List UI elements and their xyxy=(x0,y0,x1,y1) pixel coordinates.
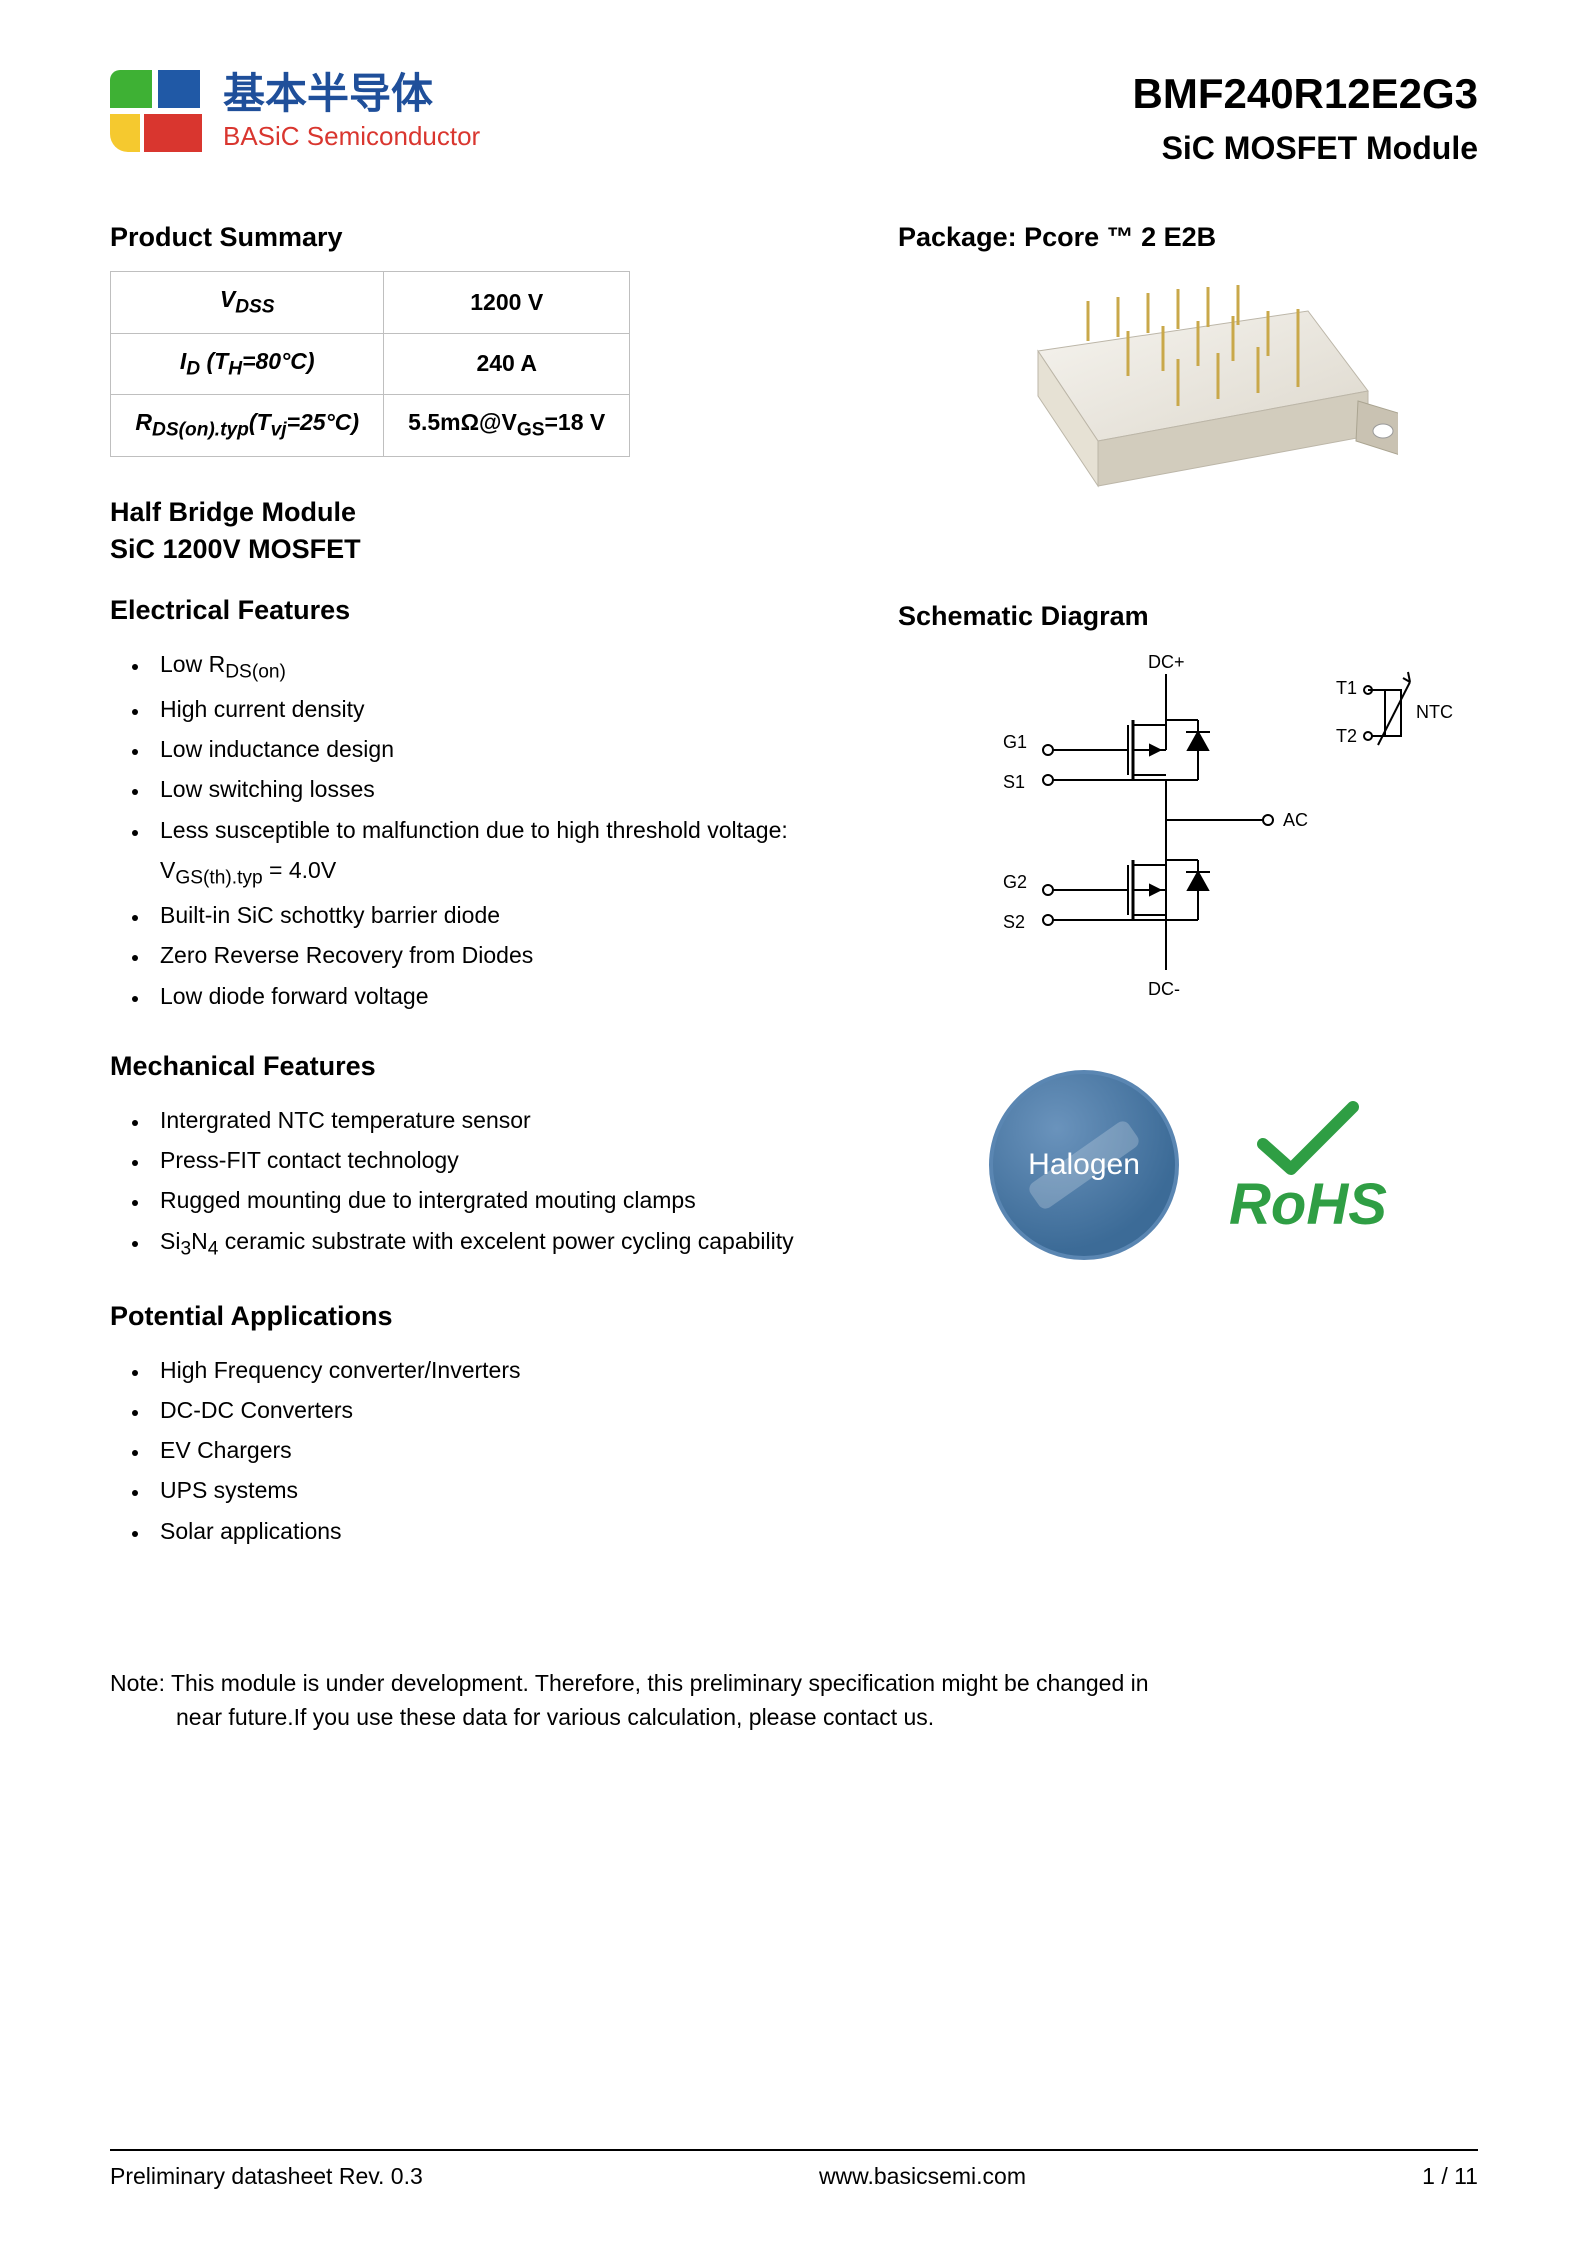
svg-text:T1: T1 xyxy=(1336,678,1357,698)
rohs-badge: RoHS xyxy=(1229,1099,1387,1231)
schematic-diagram: DC+ xyxy=(898,650,1478,1030)
note-line1: This module is under development. Theref… xyxy=(171,1670,1149,1696)
halogen-free-badge: Halogen xyxy=(989,1070,1179,1260)
list-item: Less susceptible to malfunction due to h… xyxy=(150,810,848,895)
package-title: Package: Pcore ™ 2 E2B xyxy=(898,222,1478,253)
part-number: BMF240R12E2G3 xyxy=(1133,70,1479,118)
svg-text:S2: S2 xyxy=(1003,912,1025,932)
list-item: Low inductance design xyxy=(150,729,848,769)
note-line2: near future.If you use these data for va… xyxy=(176,1704,934,1730)
schematic-title: Schematic Diagram xyxy=(898,601,1478,632)
footer-page: 1 / 11 xyxy=(1422,2163,1478,2190)
list-item: Press-FIT contact technology xyxy=(150,1140,848,1180)
note-prefix: Note: xyxy=(110,1670,171,1696)
mechanical-list: Intergrated NTC temperature sensorPress-… xyxy=(110,1100,848,1266)
list-item: Solar applications xyxy=(150,1511,848,1551)
list-item: DC-DC Converters xyxy=(150,1390,848,1430)
list-item: UPS systems xyxy=(150,1470,848,1510)
table-row: RDS(on).typ(Tvj=25°C)5.5mΩ@VGS=18 V xyxy=(111,395,630,457)
value-cell: 1200 V xyxy=(384,272,630,334)
list-item: High current density xyxy=(150,689,848,729)
svg-text:AC: AC xyxy=(1283,810,1308,830)
header: 基本半导体 BASiC Semiconductor BMF240R12E2G3 … xyxy=(110,70,1478,167)
table-row: VDSS1200 V xyxy=(111,272,630,334)
param-cell: VDSS xyxy=(111,272,384,334)
list-item: Low RDS(on) xyxy=(150,644,848,689)
list-item: Si3N4 ceramic substrate with excelent po… xyxy=(150,1221,848,1266)
logo-mark xyxy=(110,70,205,155)
list-item: Rugged mounting due to intergrated mouti… xyxy=(150,1180,848,1220)
halogen-label: Halogen xyxy=(1028,1148,1140,1182)
package-image xyxy=(898,271,1478,571)
footer-rev: Preliminary datasheet Rev. 0.3 xyxy=(110,2163,423,2190)
svg-text:NTC: NTC xyxy=(1416,702,1453,722)
applications-title: Potential Applications xyxy=(110,1301,848,1332)
note: Note: This module is under development. … xyxy=(110,1666,1478,1735)
compliance-badges: Halogen RoHS xyxy=(898,1070,1478,1260)
footer-url: www.basicsemi.com xyxy=(819,2163,1026,2190)
module-line1: Half Bridge Module xyxy=(110,497,848,528)
part-header: BMF240R12E2G3 SiC MOSFET Module xyxy=(1133,70,1479,167)
param-cell: ID (TH=80°C) xyxy=(111,333,384,395)
list-item: Low diode forward voltage xyxy=(150,976,848,1016)
module-line2: SiC 1200V MOSFET xyxy=(110,534,848,565)
list-item: EV Chargers xyxy=(150,1430,848,1470)
svg-text:S1: S1 xyxy=(1003,772,1025,792)
svg-text:DC-: DC- xyxy=(1148,979,1180,999)
list-item: Zero Reverse Recovery from Diodes xyxy=(150,935,848,975)
logo-en: BASiC Semiconductor xyxy=(223,121,480,152)
list-item: High Frequency converter/Inverters xyxy=(150,1350,848,1390)
value-cell: 5.5mΩ@VGS=18 V xyxy=(384,395,630,457)
param-cell: RDS(on).typ(Tvj=25°C) xyxy=(111,395,384,457)
logo-cn: 基本半导体 xyxy=(223,73,480,115)
summary-table: VDSS1200 V ID (TH=80°C)240 A RDS(on).typ… xyxy=(110,271,630,457)
svg-text:T2: T2 xyxy=(1336,726,1357,746)
mechanical-title: Mechanical Features xyxy=(110,1051,848,1082)
footer: Preliminary datasheet Rev. 0.3 www.basic… xyxy=(110,2149,1478,2190)
part-subtitle: SiC MOSFET Module xyxy=(1133,130,1479,167)
check-icon xyxy=(1253,1099,1363,1179)
svg-text:G2: G2 xyxy=(1003,872,1027,892)
svg-text:G1: G1 xyxy=(1003,732,1027,752)
summary-title: Product Summary xyxy=(110,222,848,253)
electrical-list: Low RDS(on)High current densityLow induc… xyxy=(110,644,848,1016)
label-dcp: DC+ xyxy=(1148,652,1185,672)
applications-list: High Frequency converter/InvertersDC-DC … xyxy=(110,1350,848,1551)
list-item: Low switching losses xyxy=(150,769,848,809)
logo: 基本半导体 BASiC Semiconductor xyxy=(110,70,480,155)
list-item: Built-in SiC schottky barrier diode xyxy=(150,895,848,935)
rohs-label: RoHS xyxy=(1229,1179,1387,1231)
table-row: ID (TH=80°C)240 A xyxy=(111,333,630,395)
list-item: Intergrated NTC temperature sensor xyxy=(150,1100,848,1140)
value-cell: 240 A xyxy=(384,333,630,395)
electrical-title: Electrical Features xyxy=(110,595,848,626)
